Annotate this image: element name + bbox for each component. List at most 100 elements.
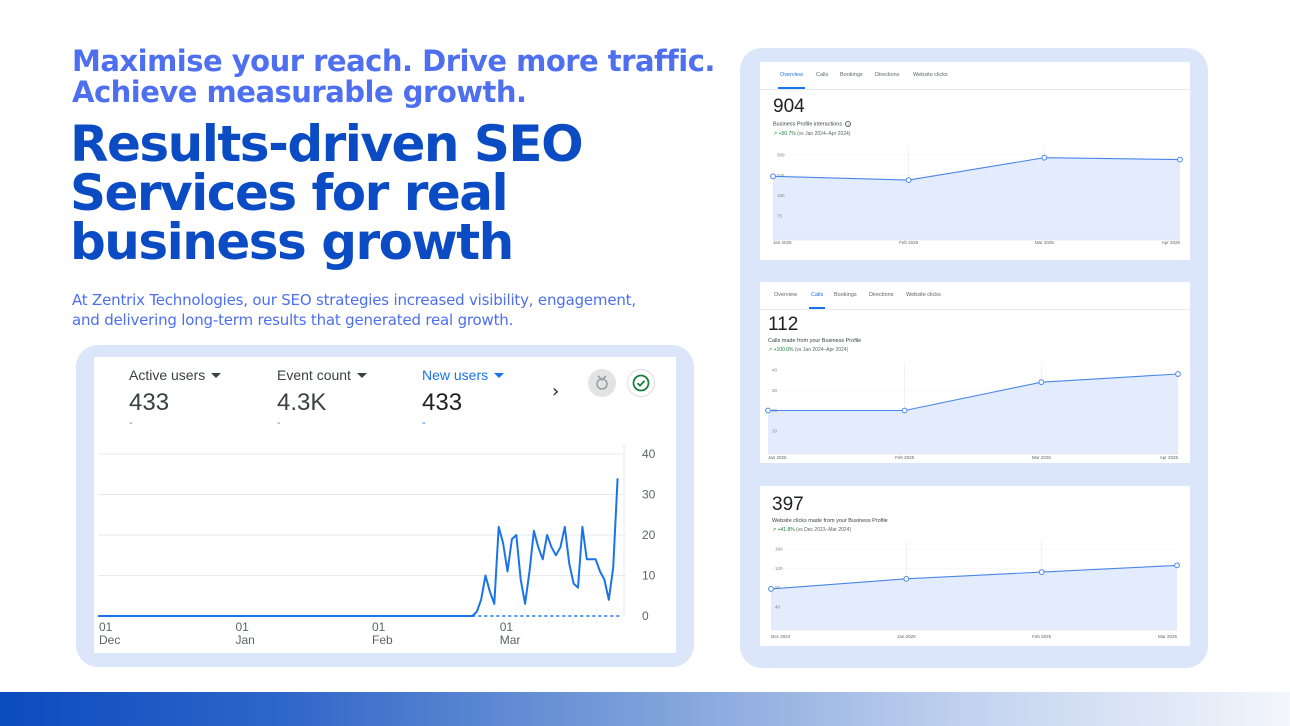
tab-bookings[interactable]: Bookings [834, 292, 857, 298]
series-line [768, 373, 1179, 412]
hero-tagline-line-1: Maximise your reach. Drive more traffic. [72, 44, 715, 78]
x-tick-label: Mar 2025 [1158, 634, 1178, 639]
y-tick-label: 75 [777, 213, 783, 218]
x-tick-label: Mar 2025 [1032, 455, 1052, 460]
website-clicks-area-chart: 160 120 80 40 Dec 2024 Jan 2025 Feb 2025 Mar 20… [768, 541, 1180, 639]
calls-card: Overview Calls Bookings Directions Websi… [760, 282, 1190, 463]
hero-intro: At Zentrix Technologies, our SEO strateg… [72, 290, 712, 330]
x-tick-month: Mar [500, 633, 521, 647]
check-circle-icon[interactable] [627, 369, 655, 397]
x-tick-label: Jan 2025 [897, 634, 916, 639]
insights-badge-glyph [596, 375, 608, 390]
y-tick-label: 40 [772, 368, 778, 373]
metric-change: - [277, 417, 281, 429]
tab-overview[interactable]: Overview [778, 72, 805, 89]
data-point [1175, 371, 1181, 377]
tab-calls[interactable]: Calls [816, 72, 829, 78]
data-point [901, 407, 908, 414]
metric-label: Event count [277, 367, 367, 383]
website-clicks-total: 397 [772, 494, 804, 515]
metric-value: 433 [129, 389, 170, 416]
metric-value: 4.3K [277, 389, 327, 416]
x-tick-label: Feb 2025 [1032, 634, 1052, 639]
info-icon[interactable]: i [845, 121, 852, 127]
tab-directions[interactable]: Directions [875, 72, 900, 78]
y-tick-label: 300 [777, 153, 785, 158]
metric-new-users[interactable]: New users 433 - [422, 367, 505, 429]
x-tick-label: Jan 2025 [768, 455, 787, 460]
x-tick-month: Feb [372, 633, 393, 647]
delta-percent: +41.8% [777, 527, 795, 533]
caret-down-icon [494, 372, 505, 378]
metric-active-users[interactable]: Active users 433 - [129, 367, 222, 429]
calls-total: 112 [768, 314, 799, 335]
y-tick-label: 225 [777, 173, 785, 178]
tab-directions[interactable]: Directions [869, 292, 894, 298]
x-tick-label: Apr 2025 [1160, 455, 1179, 460]
y-tick-label: 80 [775, 585, 781, 590]
x-tick-label: Dec 2024 [771, 634, 791, 639]
y-tick-label: 30 [642, 488, 656, 502]
y-tick-label: 0 [642, 609, 649, 623]
data-point [768, 586, 774, 592]
metric-label-text: New users [422, 367, 489, 383]
insights-badge-icon[interactable] [588, 369, 616, 397]
tab-website-clicks[interactable]: Website clicks [906, 292, 941, 298]
y-tick-label: 30 [772, 388, 778, 393]
x-tick-day: 01 [372, 620, 386, 634]
data-point [905, 177, 912, 184]
y-tick-label: 20 [642, 528, 656, 542]
tab-bookings[interactable]: Bookings [840, 72, 863, 78]
x-tick-label: Mar 2025 [1035, 240, 1055, 245]
website-clicks-subtitle: Website clicks made from your Business P… [772, 518, 888, 524]
data-point [1041, 154, 1048, 161]
interactions-delta: ↗ +50.7% (vs Jan 2024–Apr 2024) [773, 131, 850, 137]
metric-value: 433 [422, 389, 463, 416]
metric-label-text: Event count [277, 367, 351, 383]
metric-change: - [422, 417, 426, 429]
x-tick-label: Jan 2025 [773, 240, 792, 245]
area-fill [773, 157, 1180, 240]
new-users-series-line [98, 478, 619, 617]
data-point [903, 575, 910, 582]
x-tick-label: Apr 2025 [1162, 240, 1181, 245]
y-tick-label: 40 [642, 447, 656, 461]
tab-website-clicks[interactable]: Website clicks [913, 72, 948, 78]
tab-overview[interactable]: Overview [774, 292, 797, 298]
hero-intro-line-2: and delivering long-term results that ge… [72, 311, 514, 329]
trend-up-icon: ↗ [768, 347, 773, 353]
x-tick-day: 01 [236, 620, 250, 634]
website-clicks-delta: ↗ +41.8% (vs Dec 2023–Mar 2024) [772, 527, 851, 533]
hero-tagline: Maximise your reach. Drive more traffic.… [72, 46, 732, 108]
data-point [765, 407, 771, 414]
y-tick-label: 120 [775, 566, 783, 571]
hero-title-line-1: Results-driven SEO [70, 115, 584, 173]
caret-down-icon [211, 372, 222, 378]
y-tick-label: 160 [775, 547, 783, 552]
delta-percent: +50.7% [778, 131, 796, 137]
metric-label: New users [422, 367, 505, 383]
website-clicks-card: 397 Website clicks made from your Busine… [760, 486, 1190, 646]
y-tick-label: 150 [777, 193, 785, 198]
hero-title-line-3: business growth [70, 213, 514, 271]
gbp-tab-bar: Overview Calls Bookings Directions Websi… [760, 282, 1190, 310]
delta-comparison: (vs Jan 2024–Apr 2024) [797, 131, 851, 137]
interactions-area-chart: 300 225 150 75 Jan 2025 Feb 2025 Mar 2025 Apr 2… [770, 147, 1183, 245]
data-point [1174, 562, 1180, 569]
bottom-gradient-bar [0, 692, 1290, 726]
metric-event-count[interactable]: Event count 4.3K - [277, 367, 367, 429]
y-tick-label: 10 [772, 428, 778, 433]
x-tick-month: Dec [99, 633, 120, 647]
x-tick-day: 01 [99, 620, 113, 634]
next-metrics-chevron-icon[interactable]: › [552, 381, 560, 402]
check-circle-glyph [632, 374, 650, 392]
series-line [772, 157, 1181, 181]
hero-title: Results-driven SEO Services for real bus… [70, 115, 710, 271]
series-line [770, 564, 1178, 590]
interactions-subtitle-text: Business Profile interactions [773, 121, 843, 128]
data-point [1038, 569, 1045, 575]
x-tick-label: Feb 2025 [899, 240, 919, 245]
tab-calls[interactable]: Calls [808, 292, 826, 309]
